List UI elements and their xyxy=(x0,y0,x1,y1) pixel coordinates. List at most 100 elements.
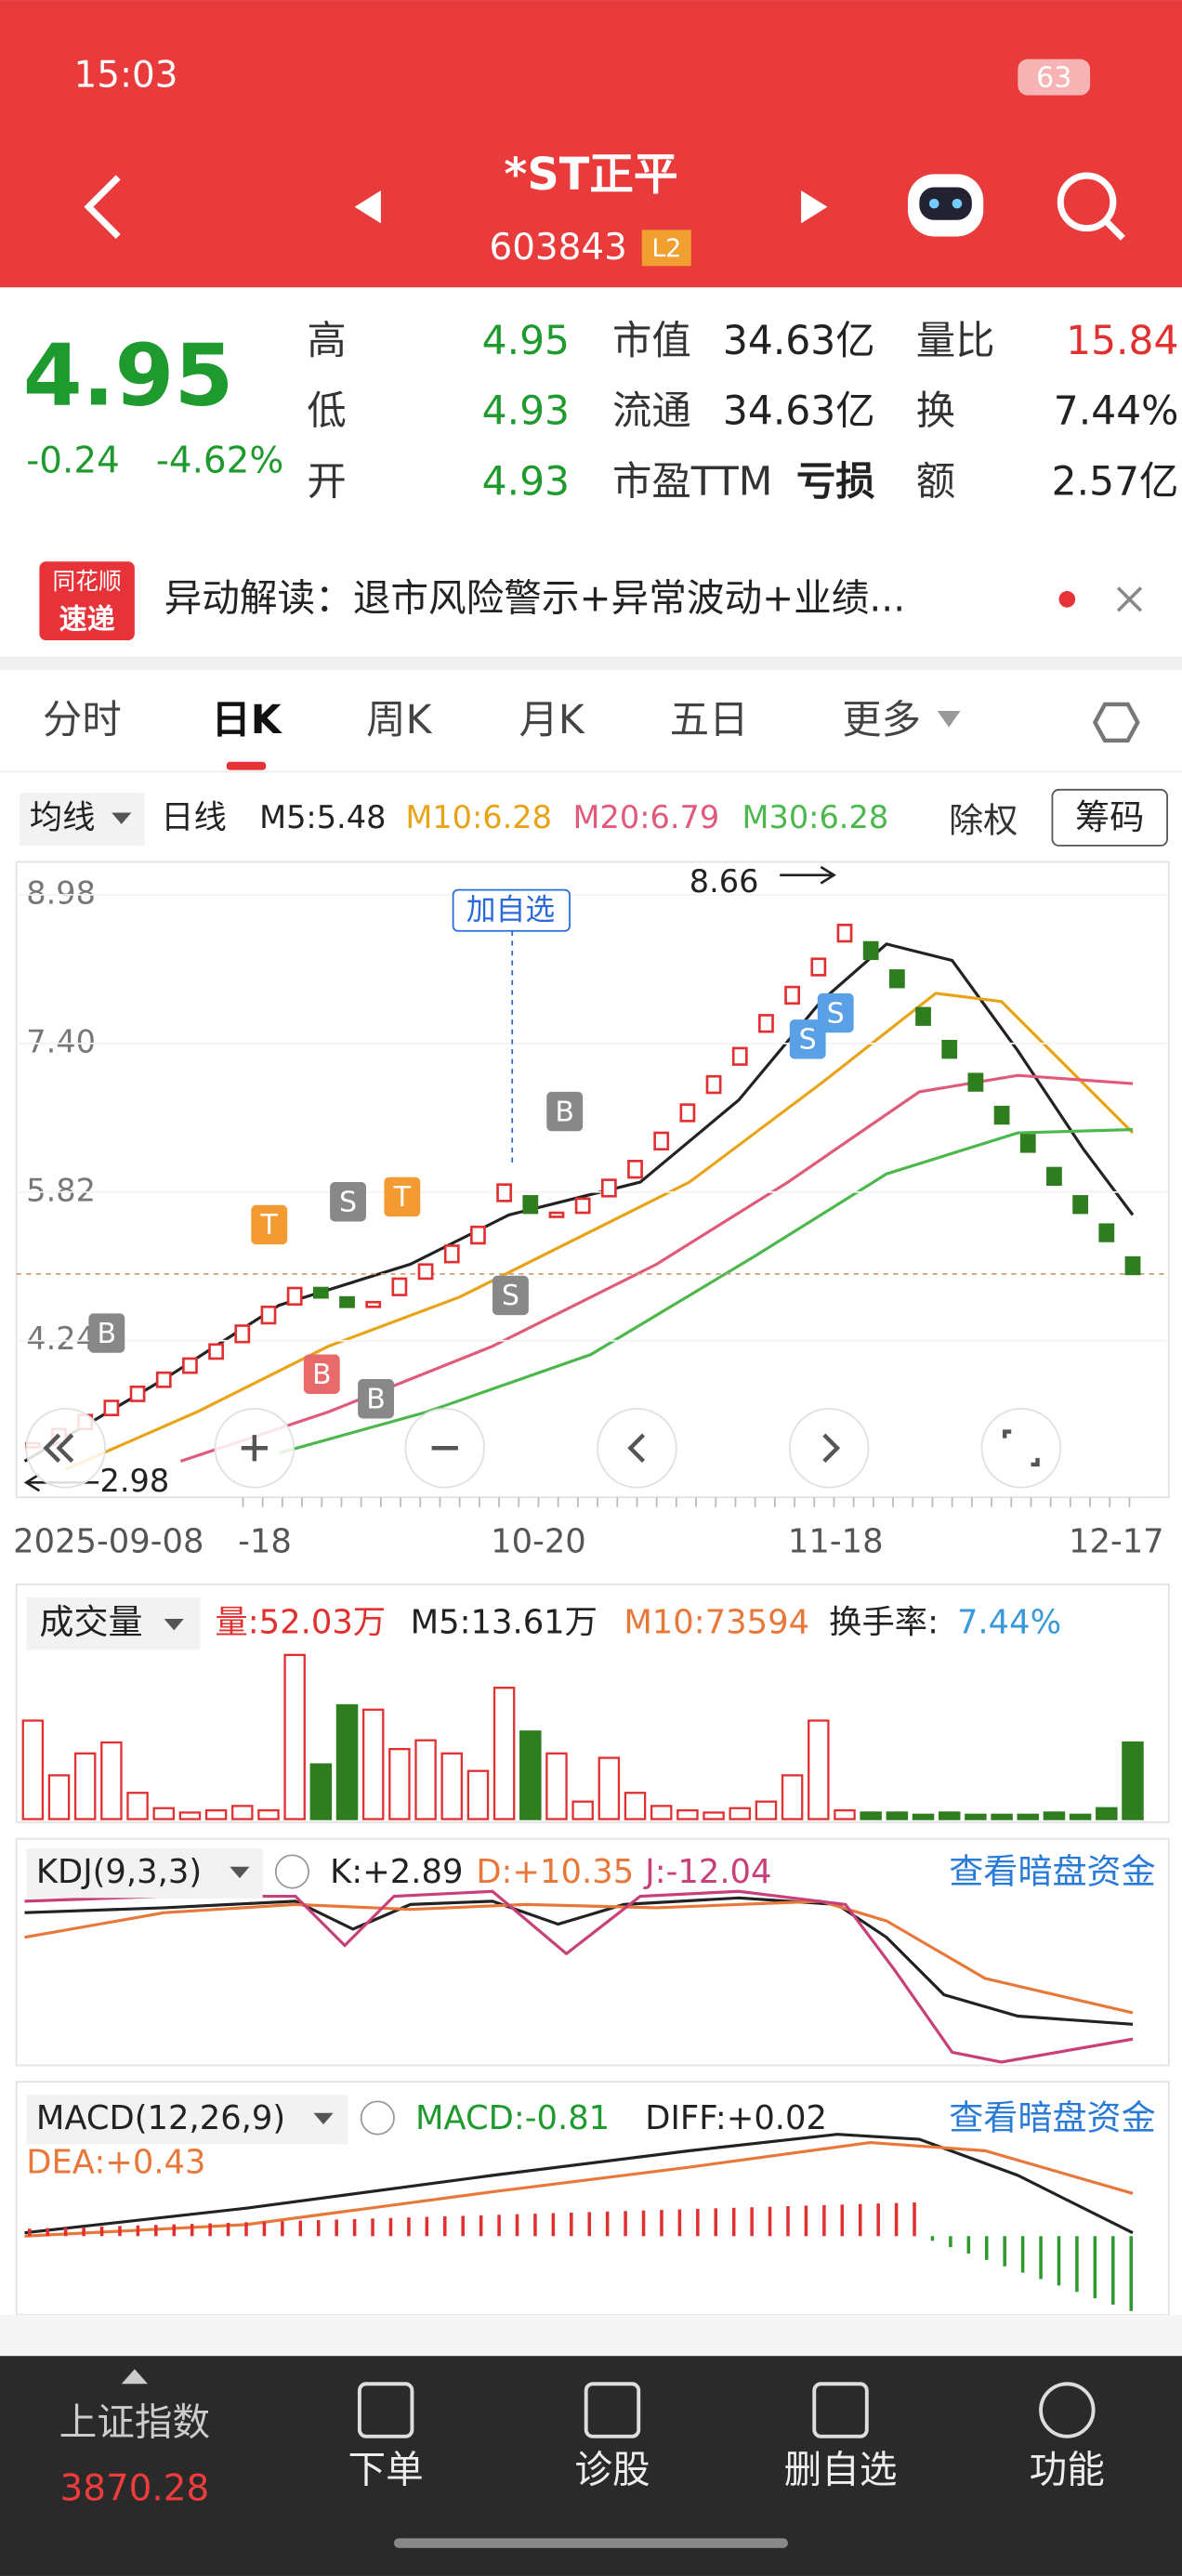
volume-bar xyxy=(335,1703,359,1820)
signal-badge xyxy=(251,1204,288,1245)
macd-select[interactable] xyxy=(26,2095,348,2145)
kdj-title: KDJ(9,3,3) xyxy=(36,1853,202,1891)
tab[interactable]: 更多 xyxy=(842,697,921,743)
button-exright[interactable]: 除权 xyxy=(949,801,1018,841)
volume-bar xyxy=(204,1808,228,1820)
close-banner[interactable] xyxy=(1116,586,1143,612)
signal-badge xyxy=(384,1176,421,1217)
tab-caret xyxy=(937,711,961,728)
x-date-label: 12-17 xyxy=(1069,1523,1164,1561)
search-button[interactable] xyxy=(1057,172,1125,241)
candle xyxy=(208,1343,225,1360)
candle xyxy=(417,1263,434,1281)
index-name[interactable]: 上证指数 xyxy=(59,2399,211,2444)
back-button[interactable] xyxy=(84,175,121,239)
volume-bar xyxy=(388,1747,411,1820)
tab[interactable]: 分时 xyxy=(43,697,122,743)
candle xyxy=(103,1400,120,1417)
prev-stock[interactable] xyxy=(354,190,381,224)
stat-value: 亏损 xyxy=(796,459,875,505)
chart-control[interactable] xyxy=(597,1407,677,1489)
volume-bar xyxy=(755,1800,778,1820)
add-button[interactable]: 加自选 xyxy=(466,893,555,927)
candle xyxy=(731,1046,748,1066)
tab[interactable]: 五日 xyxy=(670,697,749,743)
volume-bar xyxy=(492,1687,516,1820)
nav-item[interactable]: 删自选 xyxy=(784,2448,898,2492)
nav-item[interactable]: 下单 xyxy=(348,2448,424,2492)
tab[interactable]: 月K xyxy=(519,697,584,743)
y-tick-label: 5.82 xyxy=(26,1172,96,1208)
volume-bar xyxy=(1043,1811,1066,1820)
candle xyxy=(1072,1195,1089,1215)
candle xyxy=(470,1225,486,1245)
ma-value: M30:6.28 xyxy=(742,799,889,835)
volume-bar xyxy=(834,1808,856,1820)
status-time: 15:03 xyxy=(74,55,178,97)
ma-value: M5:5.48 xyxy=(259,799,386,835)
settings-icon[interactable] xyxy=(1092,702,1140,743)
candle xyxy=(155,1371,172,1388)
signal: B xyxy=(98,1318,117,1350)
indicator: 均线 xyxy=(30,799,96,837)
button-frame xyxy=(1051,788,1168,847)
chart-control[interactable] xyxy=(980,1407,1062,1489)
volume-stat: M5:13.61万 xyxy=(411,1603,598,1641)
candle xyxy=(862,940,879,961)
volume-bar xyxy=(1122,1741,1144,1820)
candle xyxy=(496,1183,513,1203)
ma-lines xyxy=(23,942,1135,1471)
nav-item[interactable]: 功能 xyxy=(1030,2448,1105,2492)
signal: B xyxy=(312,1359,332,1391)
stat-label: 换 xyxy=(916,388,955,434)
tab[interactable]: 周K xyxy=(366,697,432,743)
volume-bar xyxy=(729,1807,752,1820)
banner-text[interactable]: 异动解读：退市风险警示+异常波动+业绩... xyxy=(164,576,905,621)
signal-badge xyxy=(303,1354,340,1394)
signal-badge xyxy=(789,1019,826,1059)
volume-bar xyxy=(440,1752,464,1820)
kdj-lines xyxy=(24,1889,1134,2064)
signal-badge xyxy=(330,1182,366,1222)
high-label: 8.66 xyxy=(690,863,759,900)
kdj-select[interactable] xyxy=(26,1848,263,1899)
volume-bar xyxy=(781,1774,804,1820)
volume-bar xyxy=(676,1808,699,1820)
volume-bar xyxy=(283,1653,306,1820)
tab[interactable]: 日K xyxy=(211,697,282,743)
assistant-icon[interactable] xyxy=(907,174,984,237)
nav-icon xyxy=(584,2382,641,2438)
signal: S xyxy=(339,1187,357,1219)
level-badge xyxy=(641,230,691,267)
candle xyxy=(915,1006,931,1026)
volume-title: 成交量 xyxy=(39,1602,142,1642)
candle xyxy=(574,1197,591,1215)
candle xyxy=(784,985,801,1005)
candle xyxy=(182,1357,198,1374)
button-chips[interactable]: 筹码 xyxy=(1075,797,1144,837)
volume-bar xyxy=(1017,1813,1040,1820)
nav-item[interactable]: 诊股 xyxy=(574,2448,650,2492)
stat-label: 市盈TTM xyxy=(612,459,772,505)
macd-link[interactable]: 查看暗盘资金 xyxy=(949,2097,1155,2137)
kdj-link[interactable]: 查看暗盘资金 xyxy=(949,1851,1155,1891)
chart-control[interactable] xyxy=(25,1407,106,1489)
candle xyxy=(1019,1134,1036,1153)
volume-bar xyxy=(938,1811,961,1820)
chart-control[interactable] xyxy=(788,1407,870,1489)
stat-label: 量比 xyxy=(916,318,995,363)
signal: S xyxy=(502,1280,519,1312)
caret xyxy=(112,812,132,824)
turnover: 7.44% xyxy=(957,1603,1061,1641)
signal-badge xyxy=(492,1275,529,1316)
signal: S xyxy=(799,1024,817,1057)
next-stock[interactable] xyxy=(801,190,828,224)
candle xyxy=(627,1160,643,1179)
candle xyxy=(391,1277,408,1296)
high-arrow xyxy=(780,865,836,885)
index-expand[interactable] xyxy=(121,2369,148,2385)
help-icon xyxy=(360,2100,395,2136)
battery-level: 63 xyxy=(1036,61,1071,94)
signal-badge xyxy=(546,1091,584,1132)
